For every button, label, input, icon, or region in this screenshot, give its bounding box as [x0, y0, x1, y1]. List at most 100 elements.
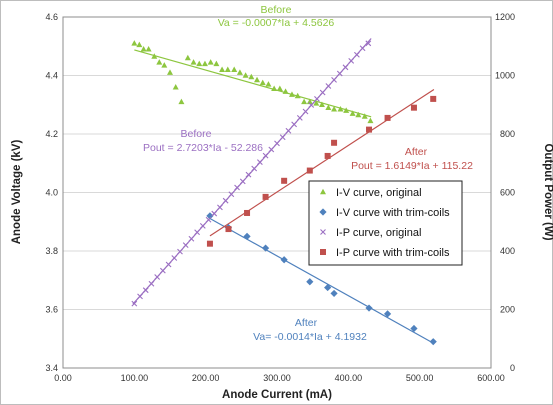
iv-original-point — [242, 72, 249, 78]
iv-trim-point — [410, 324, 418, 333]
ip-trim-fit-title: After — [405, 146, 428, 158]
ip-original-point — [205, 216, 212, 223]
iv-original-point — [349, 110, 356, 116]
iv-original-point — [288, 91, 295, 97]
iv-original-point — [248, 73, 255, 80]
iv-trim-point — [261, 244, 270, 252]
ip-original-point — [245, 171, 252, 178]
iv-original-point — [325, 104, 332, 110]
legend: I-V curve, original I-V curve with trim-… — [308, 180, 463, 266]
ip-original-point — [296, 115, 303, 121]
iv-trim-point — [429, 338, 437, 346]
ip-original-point — [228, 191, 235, 198]
legend-box — [308, 180, 463, 266]
iv-original-point — [231, 66, 238, 72]
x-tick-label: 400.00 — [335, 373, 363, 383]
iv-original-point — [140, 45, 147, 52]
ip-original-point — [302, 108, 309, 115]
ip-original-point — [159, 267, 166, 274]
iv-original-point — [318, 101, 325, 108]
x-tick-label: 200.00 — [192, 373, 220, 383]
legend-label-iv-trim: I-V curve with trim-coils — [336, 207, 450, 219]
iv-original-point — [331, 105, 338, 112]
iv-original-point — [190, 59, 197, 65]
iv-trim-point — [206, 212, 214, 220]
ip-original-point — [199, 222, 206, 229]
iv-original-point — [361, 113, 368, 119]
legend-label-ip-original: I-P curve, original — [336, 227, 421, 239]
ip-original-point — [285, 127, 292, 134]
iv-original-point — [184, 54, 191, 61]
iv-trim-point — [243, 232, 251, 240]
ip-trim-point — [306, 167, 313, 174]
ip-trim-point — [366, 126, 373, 133]
ip-trim-point — [206, 240, 213, 247]
legend-label-ip-trim: I-P curve with trim-coils — [336, 247, 450, 259]
iv-original-point — [213, 60, 220, 67]
x-tick-label: 300.00 — [263, 373, 291, 383]
y-right-tick-label: 400 — [500, 246, 515, 256]
ip-original-point — [211, 210, 218, 217]
y-left-axis-title: Anode Voltage (kV) — [11, 140, 23, 245]
iv-original-fit-title: Before — [261, 4, 292, 16]
ip-original-point — [222, 197, 229, 204]
tick-labels: 3.4 3.6 3.8 4.0 4.2 4.4 4.6 0 200 400 600 800 1000 12… — [45, 12, 515, 383]
iv-original-point — [355, 111, 362, 118]
ip-original-point — [131, 300, 138, 307]
ip-original-point — [268, 146, 275, 153]
ip-original-point — [148, 280, 155, 287]
ip-original-point — [325, 83, 332, 89]
y-right-tick-label: 800 — [500, 129, 515, 139]
plot-area — [62, 16, 492, 369]
iv-original-trend-line — [134, 49, 372, 118]
legend-markers — [319, 188, 327, 255]
iv-original-point — [145, 45, 152, 52]
iv-original-point — [236, 69, 243, 75]
iv-original-point — [259, 79, 266, 86]
ip-original-point — [188, 235, 195, 242]
ip-trim-point — [384, 114, 391, 121]
iv-original-point — [219, 66, 226, 72]
ip-original-point — [251, 165, 258, 172]
iv-trim-point — [280, 256, 288, 264]
iv-original-point — [131, 40, 138, 46]
y-right-axis-title: Output Power (W) — [542, 143, 553, 240]
ip-original-point — [234, 184, 240, 191]
iv-original-point — [276, 85, 283, 91]
iv-original-point — [337, 105, 344, 112]
ip-trim-point — [410, 104, 417, 111]
iv-trim-point — [330, 289, 338, 298]
iv-original-point — [294, 92, 301, 99]
ip-original-point — [331, 76, 337, 83]
ip-original-point — [182, 242, 189, 249]
ip-trim-point — [262, 193, 269, 200]
iv-original-point — [306, 98, 313, 105]
iv-trim-fit-title: After — [295, 317, 318, 329]
y-left-tick-label: 4.0 — [45, 188, 58, 198]
iv-trim-point — [383, 310, 392, 318]
iv-original-point — [207, 59, 214, 65]
x-tick-label: 600.00 — [477, 373, 505, 383]
y-right-tick-label: 200 — [500, 305, 515, 315]
legend-marker-ip-original — [320, 229, 326, 235]
data-markers — [131, 40, 437, 346]
ip-original-point — [154, 274, 161, 280]
iv-original-point — [301, 98, 308, 105]
ip-trim-point — [331, 139, 338, 146]
ip-original-fit-equation: Pout = 2.7203*Ia - 52.286 — [143, 142, 263, 154]
x-tick-label: 100.00 — [121, 373, 149, 383]
x-tick-label: 500.00 — [406, 373, 434, 383]
y-left-tick-label: 3.4 — [45, 363, 58, 373]
ip-original-point — [359, 45, 366, 52]
iv-original-fit-equation: Va = -0.0007*Ia + 4.5626 — [218, 17, 335, 29]
ip-trim-point — [324, 152, 331, 159]
iv-trim-point — [306, 278, 314, 286]
iv-original-point — [156, 59, 163, 65]
ip-original-point — [171, 255, 178, 261]
ip-original-point — [342, 64, 349, 71]
iv-original-point — [172, 84, 179, 90]
ip-original-point — [262, 152, 269, 159]
iv-trim-fit-equation: Va= -0.0014*Ia + 4.1932 — [253, 331, 367, 343]
iv-original-point — [265, 81, 272, 87]
